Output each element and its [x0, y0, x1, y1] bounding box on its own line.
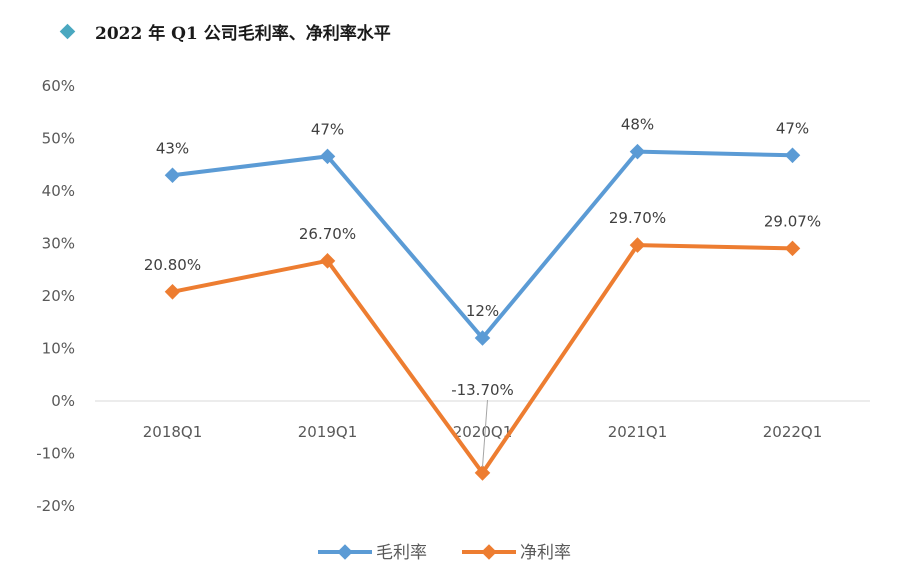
data-label: 20.80% — [144, 256, 201, 274]
x-tick-label: 2022Q1 — [763, 423, 823, 441]
x-tick-label: 2021Q1 — [608, 423, 668, 441]
label-leader-line — [482, 399, 488, 467]
legend-marker-icon — [481, 544, 497, 560]
legend-label: 毛利率 — [376, 543, 427, 563]
data-label: 29.70% — [609, 209, 666, 227]
x-tick-label: 2018Q1 — [143, 423, 203, 441]
data-point-marker — [784, 240, 801, 257]
y-tick-label: 10% — [42, 340, 75, 358]
y-tick-label: 30% — [42, 235, 75, 253]
data-label: 43% — [156, 139, 189, 157]
data-point-marker — [784, 147, 801, 164]
data-label: 29.07% — [764, 212, 821, 230]
legend: 毛利率 净利率 — [318, 543, 571, 563]
chart-heading-text: 2022 年 Q1 公司毛利率、净利率水平 — [95, 23, 391, 44]
data-label: 12% — [466, 302, 499, 320]
legend-label: 净利率 — [520, 543, 571, 563]
data-point-marker — [319, 148, 336, 165]
chart-heading: 2022 年 Q1 公司毛利率、净利率水平 — [59, 14, 391, 48]
data-point-marker — [319, 253, 336, 269]
x-tick-label: 2020Q1 — [453, 423, 513, 441]
y-tick-label: 0% — [51, 392, 75, 410]
y-tick-label: 60% — [42, 77, 75, 95]
data-label: 47% — [311, 120, 344, 138]
data-label: 26.70% — [299, 225, 356, 243]
y-tick-label: 50% — [42, 130, 75, 148]
data-label: 47% — [776, 119, 809, 137]
data-label: 48% — [621, 116, 654, 134]
y-tick-label: 20% — [42, 287, 75, 305]
data-label: -13.70% — [451, 381, 514, 399]
data-point-marker — [629, 237, 646, 253]
data-point-marker — [629, 143, 646, 160]
legend-marker-icon — [337, 544, 353, 560]
y-axis-ticks: 60% 50% 40% 30% 20% 10% 0% -10% -20% — [36, 77, 75, 515]
data-point-marker — [164, 167, 181, 184]
data-point-marker — [164, 284, 181, 300]
x-tick-label: 2019Q1 — [298, 423, 358, 441]
y-tick-label: 40% — [42, 182, 75, 200]
y-tick-label: -10% — [36, 445, 75, 463]
x-axis-ticks: 2018Q1 2019Q1 2020Q1 2021Q1 2022Q1 — [143, 423, 823, 441]
y-tick-label: -20% — [36, 497, 75, 515]
data-labels: 43% 47% 12% 48% 47% 20.80% 26.70% -13.70% 29.70%… — [144, 116, 821, 467]
